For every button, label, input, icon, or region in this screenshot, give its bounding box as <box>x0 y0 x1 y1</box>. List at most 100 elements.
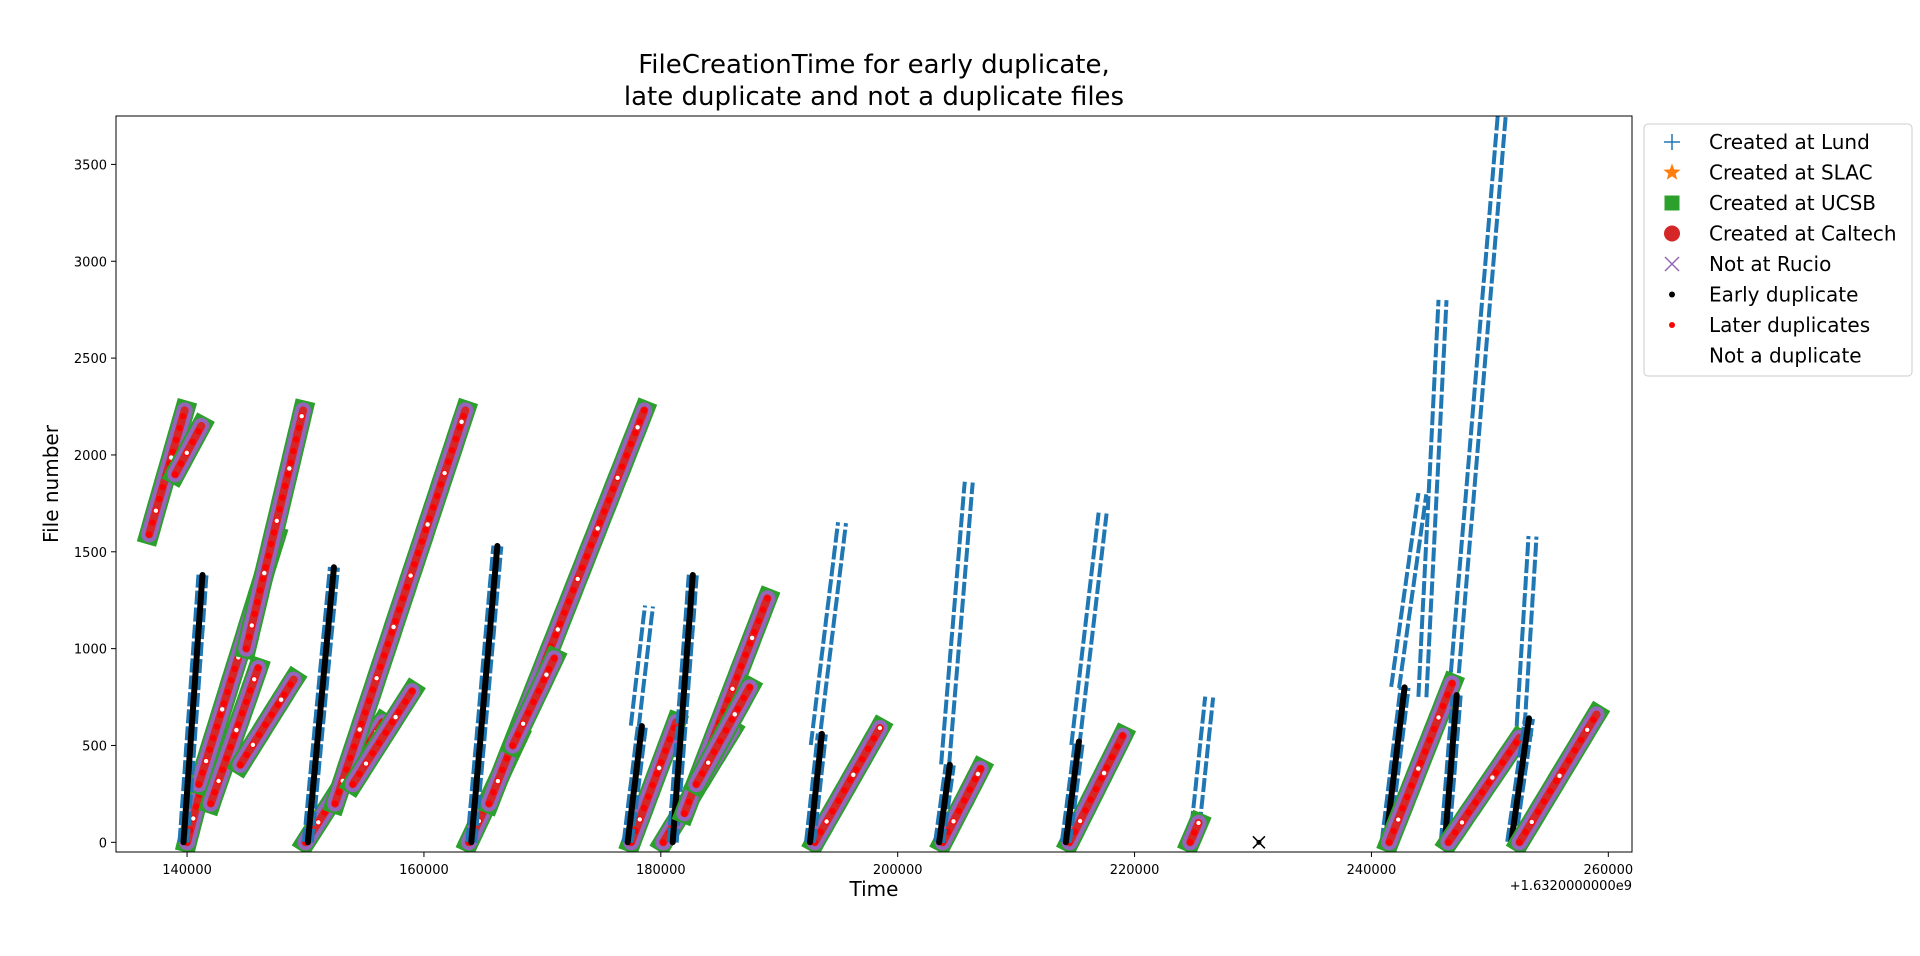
later-duplicate-point <box>356 770 363 778</box>
later-duplicate-point <box>733 674 741 681</box>
later-duplicate-point <box>1430 725 1438 733</box>
later-duplicate-point <box>1565 757 1573 764</box>
early-duplicate-points <box>1441 692 1460 846</box>
later-duplicate-point <box>722 727 730 734</box>
chart-title-line: FileCreationTime for early duplicate, <box>638 50 1110 80</box>
y-tick-label: 0 <box>99 836 107 851</box>
series-ucsb-later <box>1376 670 1466 852</box>
later-duplicate-point <box>579 564 586 571</box>
later-duplicate-point <box>243 751 250 758</box>
later-duplicate-point <box>1547 788 1554 795</box>
later-duplicate-point <box>1571 747 1579 754</box>
not-duplicate-point <box>824 819 829 824</box>
not-duplicate-point <box>374 676 379 681</box>
series-ucsb-later <box>234 398 316 661</box>
later-duplicate-point <box>641 407 648 414</box>
not-duplicate-point <box>357 727 362 732</box>
later-duplicate-point <box>149 519 156 526</box>
later-duplicate-point <box>1403 793 1411 801</box>
later-duplicate-point <box>972 776 979 783</box>
not-duplicate-point <box>442 470 447 476</box>
not-at-rucio-marker-icon <box>1664 256 1680 272</box>
later-duplicate-point <box>445 458 452 465</box>
series-ucsb-later <box>339 677 426 799</box>
later-duplicate-point <box>1553 777 1560 785</box>
later-duplicate-point <box>369 750 376 757</box>
not-duplicate-point <box>408 573 413 578</box>
later-duplicate-point <box>1472 799 1479 806</box>
later-duplicate-point <box>265 552 272 559</box>
later-duplicate-point <box>251 610 258 617</box>
later-duplicate-point <box>583 553 590 560</box>
later-duplicate-point <box>437 481 444 488</box>
x-tick-label: 180000 <box>636 863 686 878</box>
later-duplicate-point <box>485 800 493 807</box>
later-duplicate-point <box>556 620 564 627</box>
series-ucsb-later <box>1177 809 1212 852</box>
later-duplicate-point <box>224 688 231 696</box>
not-duplicate-point <box>1396 817 1401 822</box>
later-duplicate-point <box>358 720 365 727</box>
x-axis-offset-label: +1.6320000000e9 <box>1510 879 1632 894</box>
later-duplicate-point <box>235 721 242 728</box>
later-duplicate-point <box>281 691 288 698</box>
caltech-circle-markers <box>348 687 417 789</box>
series-lund-not <box>628 604 655 729</box>
later-duplicate-point <box>1421 748 1429 755</box>
later-duplicate-point <box>1444 691 1451 698</box>
series-lund-not <box>1416 298 1449 700</box>
legend-item: Created at Lund <box>1664 130 1870 154</box>
not-duplicate-points <box>1073 511 1105 748</box>
not-duplicate-point <box>732 712 737 717</box>
legend-label: Created at UCSB <box>1709 191 1876 215</box>
early-duplicate-points <box>180 572 206 846</box>
not-duplicate-point <box>316 820 321 825</box>
later-duplicate-point <box>535 687 542 695</box>
not-a-duplicate-marker-icon <box>1669 352 1675 359</box>
series-ucsb-later <box>929 755 995 852</box>
legend: Created at Lund Created at SLAC Created at… <box>1643 123 1913 377</box>
later-duplicate-point <box>499 766 506 774</box>
early-duplicate-points <box>669 572 696 846</box>
data-marks <box>136 116 1611 852</box>
legend-item: Created at UCSB <box>1664 191 1876 215</box>
created-at-caltech-marker-icon <box>1664 225 1680 242</box>
later-duplicate-point <box>728 716 736 723</box>
later-duplicate-point <box>610 485 617 493</box>
later-duplicate-point <box>1399 805 1406 812</box>
not-duplicate-point <box>749 635 755 641</box>
y-tick-label: 3500 <box>74 158 107 173</box>
later-duplicate-point <box>403 583 411 591</box>
later-duplicate-point <box>279 494 286 501</box>
later-duplicate-point <box>545 666 553 673</box>
later-duplicate-point <box>256 731 263 738</box>
later-duplicate-point <box>1119 732 1126 739</box>
not-duplicate-point <box>299 414 304 419</box>
later-duplicate-point <box>660 839 667 846</box>
later-duplicate-point <box>1408 782 1415 789</box>
later-duplicate-point <box>245 633 253 641</box>
not-duplicate-point <box>544 672 549 677</box>
later-duplicate-point <box>605 497 612 504</box>
not-duplicate-point <box>637 817 642 822</box>
not-duplicate-points <box>1518 534 1535 729</box>
later-duplicate-point <box>430 504 437 511</box>
not-duplicate-points <box>1450 116 1504 709</box>
later-duplicate-point <box>1445 839 1452 846</box>
later-duplicate-point <box>755 617 762 625</box>
series-ucsb-later <box>1434 723 1534 852</box>
later-duplicate-point <box>1540 798 1548 805</box>
later-duplicate-point <box>254 598 261 606</box>
not-duplicate-point <box>363 761 369 766</box>
not-duplicate-point <box>234 727 239 733</box>
legend-item: Created at SLAC <box>1663 161 1873 185</box>
later-duplicate-point <box>551 655 558 662</box>
series-ucsb-later <box>322 397 479 817</box>
not-duplicate-point <box>495 778 501 784</box>
x-tick-label: 260000 <box>1583 863 1633 878</box>
not-duplicate-point <box>252 677 257 682</box>
later-duplicate-point <box>377 663 384 670</box>
later-duplicate-point <box>189 438 196 446</box>
later-duplicate-point <box>1082 807 1089 814</box>
